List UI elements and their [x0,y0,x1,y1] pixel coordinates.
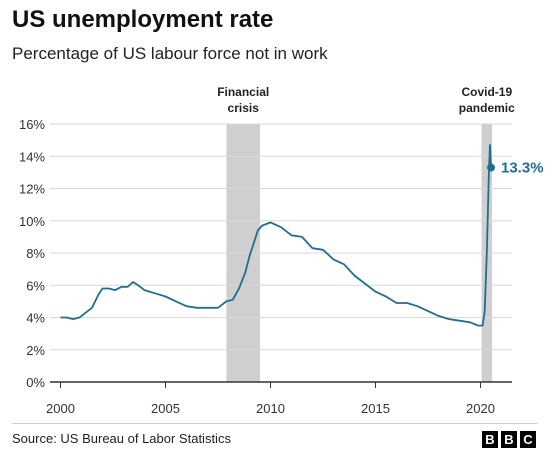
latest-value-label: 13.3% [501,160,544,177]
shaded-period-label-1-line-2: crisis [228,101,260,115]
x-tick-label: 2005 [151,401,180,416]
y-tick-label: 2% [26,343,45,358]
chart-subtitle: Percentage of US labour force not in wor… [12,44,328,63]
y-tick-label: 0% [26,375,45,390]
chart-title: US unemployment rate [12,6,274,33]
bbc-logo-letter-2: B [501,431,517,448]
x-tick-label: 2020 [466,401,495,416]
bbc-logo-letter-1: B [482,431,498,448]
y-tick-label: 4% [26,311,45,326]
y-tick-label: 14% [19,149,45,164]
shaded-period-label-1-line-1: Financial [217,85,269,99]
y-tick-label: 6% [26,278,45,293]
shaded-period-label-2-line-2: pandemic [459,101,515,115]
x-tick-label: 2000 [46,401,75,416]
latest-value-marker [487,163,495,172]
unemployment-rate-line [60,144,492,327]
y-tick-label: 12% [19,182,45,197]
bbc-logo-letter-3: C [520,431,536,448]
y-tick-label: 16% [19,117,45,132]
source-note: Source: US Bureau of Labor Statistics [12,431,231,446]
bbc-logo: B B C [482,431,536,448]
shaded-period-label-2-line-1: Covid-19 [461,85,512,99]
footer-divider [12,423,538,424]
x-tick-label: 2015 [361,401,390,416]
x-tick-label: 2010 [256,401,285,416]
y-tick-label: 10% [19,214,45,229]
y-tick-label: 8% [26,246,45,261]
